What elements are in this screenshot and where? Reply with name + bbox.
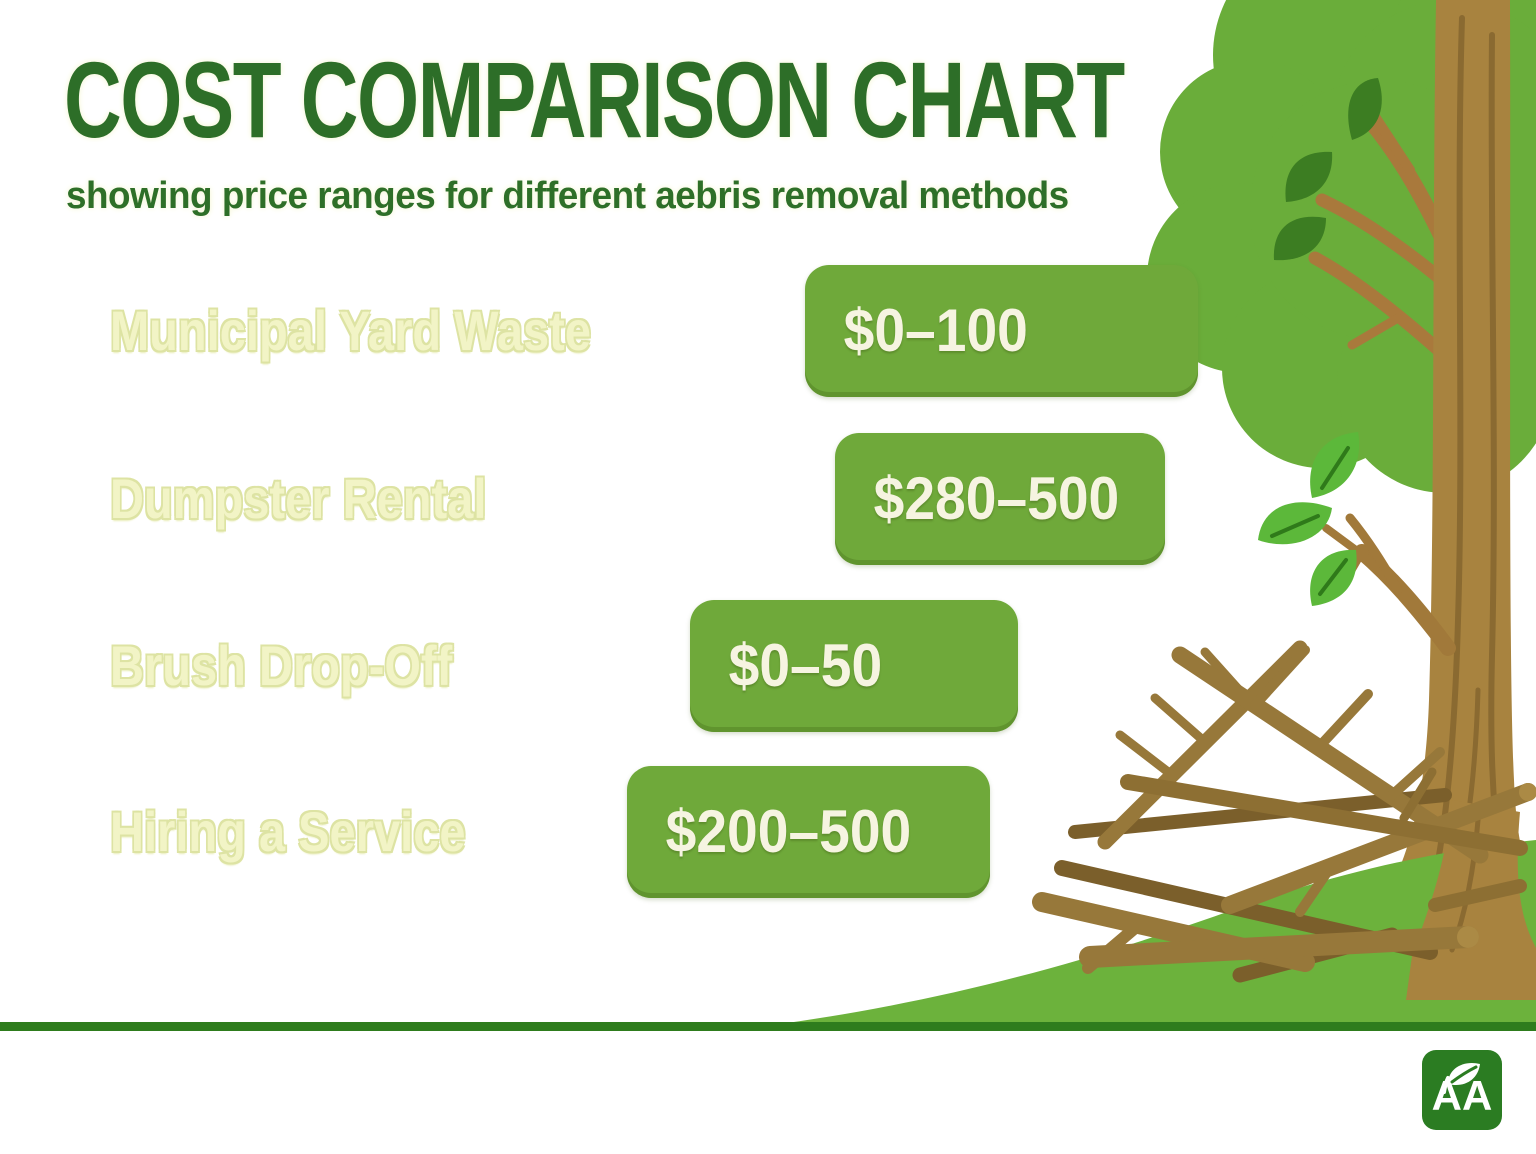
tree-trunk <box>1336 0 1536 968</box>
aa-tree-service-logo: AA <box>1422 1050 1502 1130</box>
side-branch <box>1258 432 1456 656</box>
logo-aa-leaf-icon: AA <box>1432 1062 1492 1119</box>
page-subtitle: showing price ranges for different aebri… <box>66 175 1069 217</box>
bar-value-label: $200–500 <box>665 798 912 865</box>
branch-leaves <box>1258 432 1360 606</box>
category-label-municipal-yard-waste: Municipal Yard Waste <box>110 299 591 362</box>
bar-value-label: $0–100 <box>843 297 1028 364</box>
canopy-leaves <box>1273 78 1382 261</box>
trunk-base <box>1406 800 1536 1000</box>
category-label-hiring-a-service: Hiring a Service <box>110 800 466 863</box>
bar-hiring-a-service: $200–500 <box>627 766 990 898</box>
page-title: COST COMPARISON CHART <box>64 39 1125 160</box>
bar-municipal-yard-waste: $0–100 <box>805 265 1198 397</box>
bar-brush-drop-off: $0–50 <box>690 600 1018 732</box>
tree-canopy <box>1147 0 1536 493</box>
bar-value-label: $280–500 <box>873 465 1120 532</box>
footer: AA Tree Service aatreeservicema.com <box>0 1031 1536 1154</box>
bar-value-label: $0–50 <box>728 632 883 699</box>
brush-pile <box>1032 640 1536 983</box>
footer-divider <box>0 1022 1536 1031</box>
category-label-dumpster-rental: Dumpster Rental <box>110 467 487 530</box>
bar-dumpster-rental: $280–500 <box>835 433 1165 565</box>
category-label-brush-drop-off: Brush Drop-Off <box>110 634 453 697</box>
canopy-branches <box>1308 107 1459 369</box>
